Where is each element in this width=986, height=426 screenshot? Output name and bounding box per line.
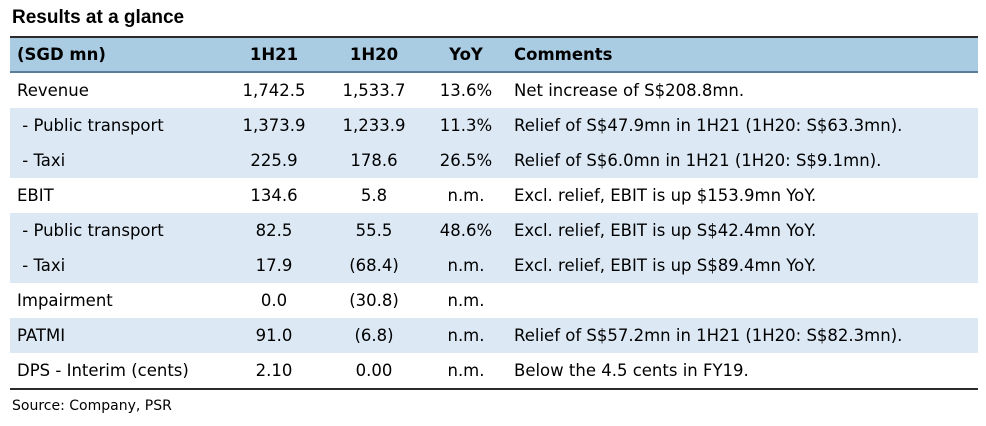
table-row: - Public transport 82.5 55.5 48.6% Excl.… [10, 213, 978, 248]
header-1h20: 1H20 [324, 38, 424, 73]
row-1h21: 1,373.9 [224, 108, 324, 143]
row-label: Revenue [17, 81, 89, 100]
row-1h20: (68.4) [324, 248, 424, 283]
header-comments: Comments [508, 38, 978, 73]
table-row: Impairment 0.0 (30.8) n.m. [10, 283, 978, 318]
row-yoy: 11.3% [424, 108, 508, 143]
row-label: - Public transport [10, 108, 224, 143]
results-table: (SGD mn) 1H21 1H20 YoY Comments Revenue … [10, 38, 978, 390]
row-1h21: 225.9 [224, 143, 324, 178]
table-row: PATMI 91.0 (6.8) n.m. Relief of S$57.2mn… [10, 318, 978, 353]
row-comment: Relief of S$47.9mn in 1H21 (1H20: S$63.3… [508, 108, 978, 143]
row-1h20: 1,233.9 [324, 108, 424, 143]
table-row: EBIT 134.6 5.8 n.m. Excl. relief, EBIT i… [10, 178, 978, 213]
row-1h21: 17.9 [224, 248, 324, 283]
row-1h20: (30.8) [349, 291, 399, 310]
row-comment: Relief of S$57.2mn in 1H21 (1H20: S$82.3… [508, 318, 978, 353]
table-title: Results at a glance [12, 7, 185, 28]
row-comment: Relief of S$6.0mn in 1H21 (1H20: S$9.1mn… [508, 143, 978, 178]
row-label: - Taxi [10, 248, 224, 283]
row-1h20: 178.6 [324, 143, 424, 178]
row-yoy: n.m. [424, 248, 508, 283]
row-1h20: 0.00 [324, 353, 424, 390]
row-comment: Excl. relief, EBIT is up $153.9mn YoY. [514, 186, 817, 205]
row-comment: Excl. relief, EBIT is up S$42.4mn YoY. [508, 213, 978, 248]
row-1h21: 0.0 [260, 291, 288, 310]
row-1h21: 2.10 [224, 353, 324, 390]
table-row: - Public transport 1,373.9 1,233.9 11.3%… [10, 108, 978, 143]
row-comment [508, 283, 978, 318]
row-comment: Excl. relief, EBIT is up S$89.4mn YoY. [508, 248, 978, 283]
row-1h20: (6.8) [324, 318, 424, 353]
header-row: (SGD mn) 1H21 1H20 YoY Comments [10, 38, 978, 73]
row-yoy: n.m. [424, 353, 508, 390]
row-yoy: n.m. [424, 318, 508, 353]
table-row: - Taxi 17.9 (68.4) n.m. Excl. relief, EB… [10, 248, 978, 283]
row-comment: Net increase of S$208.8mn. [514, 81, 745, 100]
header-1h21: 1H21 [224, 38, 324, 73]
row-1h21: 91.0 [224, 318, 324, 353]
row-1h20: 1,533.7 [342, 81, 406, 100]
row-label: EBIT [17, 186, 54, 205]
row-yoy: n.m. [447, 291, 485, 310]
header-label: (SGD mn) [10, 38, 224, 73]
row-yoy: 13.6% [439, 81, 493, 100]
row-comment: Below the 4.5 cents in FY19. [508, 353, 978, 390]
title-rule [10, 36, 978, 38]
header-yoy: YoY [424, 38, 508, 73]
row-yoy: 48.6% [424, 213, 508, 248]
row-1h20: 55.5 [324, 213, 424, 248]
row-yoy: n.m. [447, 186, 485, 205]
row-1h21: 134.6 [250, 186, 298, 205]
row-label: - Public transport [10, 213, 224, 248]
row-label: Impairment [17, 291, 113, 310]
table-row: - Taxi 225.9 178.6 26.5% Relief of S$6.0… [10, 143, 978, 178]
row-1h21: 1,742.5 [242, 81, 306, 100]
row-1h20: 5.8 [360, 186, 388, 205]
row-yoy: 26.5% [424, 143, 508, 178]
table-row: DPS - Interim (cents) 2.10 0.00 n.m. Bel… [10, 353, 978, 390]
row-label: - Taxi [10, 143, 224, 178]
table-row: Revenue 1,742.5 1,533.7 13.6% Net increa… [10, 72, 978, 108]
row-label: PATMI [10, 318, 224, 353]
row-1h21: 82.5 [224, 213, 324, 248]
row-label: DPS - Interim (cents) [10, 353, 224, 390]
source-note: Source: Company, PSR [12, 398, 172, 414]
